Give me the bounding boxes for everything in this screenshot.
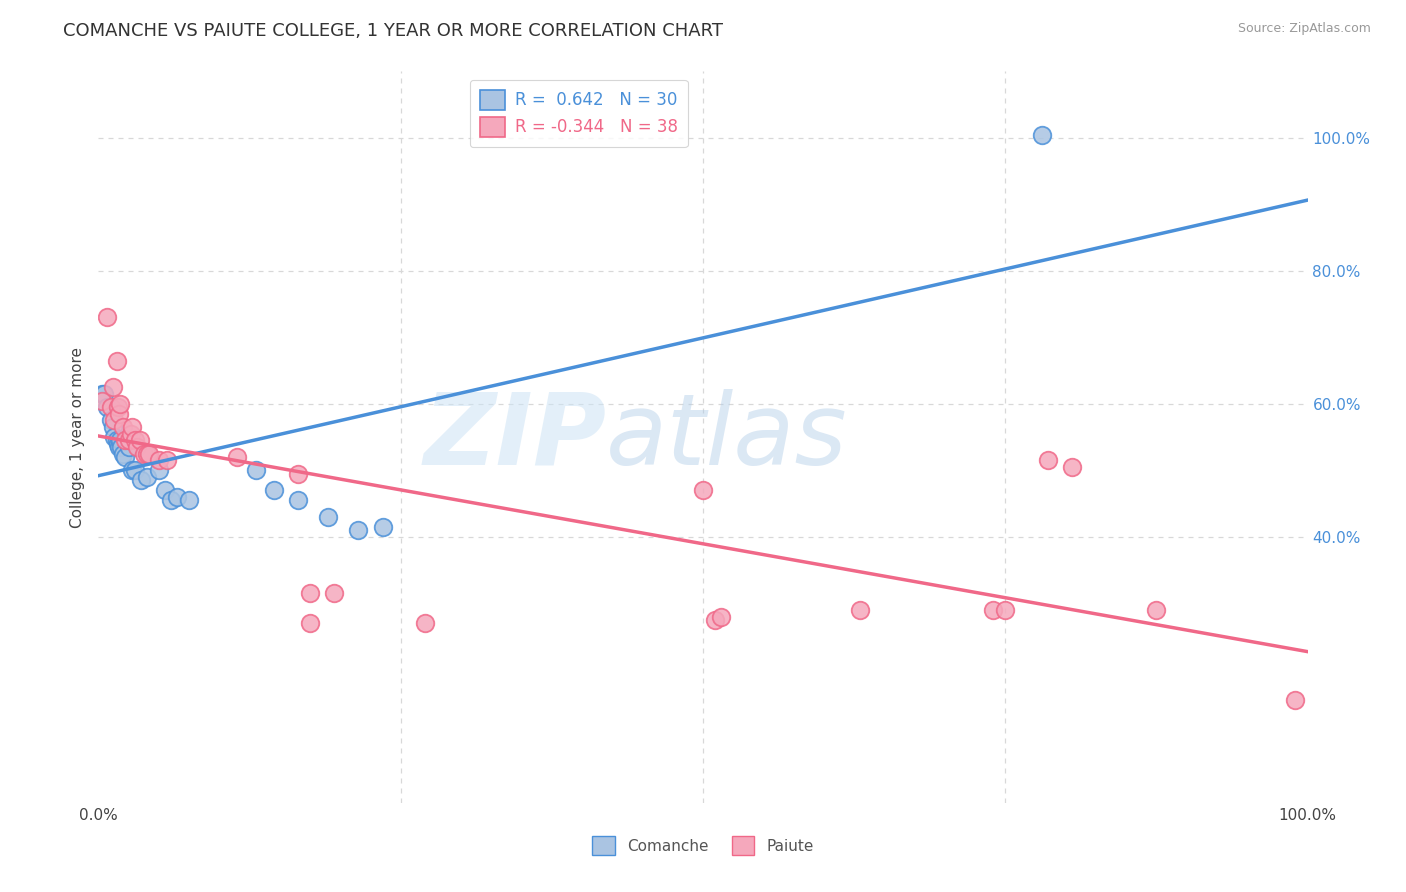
Point [108,407,131,421]
Point [981,603,1004,617]
Point [101,380,124,394]
Point [93,387,115,401]
Point [166,490,188,504]
Text: atlas: atlas [606,389,848,485]
Point [114,450,136,464]
Point [692,483,714,498]
Point [226,450,249,464]
Text: ZIP: ZIP [423,389,606,485]
Point [153,483,176,498]
Point [299,616,322,631]
Point [107,436,129,450]
Point [323,586,346,600]
Text: COMANCHE VS PAIUTE COLLEGE, 1 YEAR OR MORE CORRELATION CHART: COMANCHE VS PAIUTE COLLEGE, 1 YEAR OR MO… [63,22,723,40]
Point [1146,603,1168,617]
Point [108,397,131,411]
Point [118,434,141,448]
Point [96,310,118,325]
Point [121,420,143,434]
Point [134,447,156,461]
Point [110,440,132,454]
Point [148,453,170,467]
Point [103,413,125,427]
Point [127,440,149,454]
Point [245,463,267,477]
Point [849,603,872,617]
Point [124,463,146,477]
Point [316,509,339,524]
Point [124,434,146,448]
Point [105,353,128,368]
Point [120,426,142,441]
Point [91,387,114,401]
Point [135,470,157,484]
Point [129,473,152,487]
Point [96,400,118,414]
Point [287,493,309,508]
Point [128,434,150,448]
Point [107,400,129,414]
Point [371,520,394,534]
Point [118,440,141,454]
Point [704,613,727,627]
Point [263,483,285,498]
Point [347,523,370,537]
Point [160,493,183,508]
Point [100,413,122,427]
Point [111,447,134,461]
Point [103,430,125,444]
Point [135,447,157,461]
Point [1060,460,1083,475]
Point [101,420,124,434]
Point [994,603,1017,617]
Point [100,400,122,414]
Point [1284,692,1306,706]
Point [111,420,134,434]
Point [1031,128,1053,142]
Point [108,434,131,448]
Legend: Comanche, Paiute: Comanche, Paiute [586,830,820,861]
Point [148,463,170,477]
Point [179,493,201,508]
Point [138,447,160,461]
Point [413,616,436,631]
Point [91,393,114,408]
Point [121,463,143,477]
Point [105,434,128,448]
Text: Source: ZipAtlas.com: Source: ZipAtlas.com [1237,22,1371,36]
Point [108,440,131,454]
Point [1036,453,1059,467]
Point [287,467,309,481]
Point [710,609,733,624]
Point [156,453,179,467]
Point [114,434,136,448]
Y-axis label: College, 1 year or more: College, 1 year or more [69,347,84,527]
Point [299,586,322,600]
